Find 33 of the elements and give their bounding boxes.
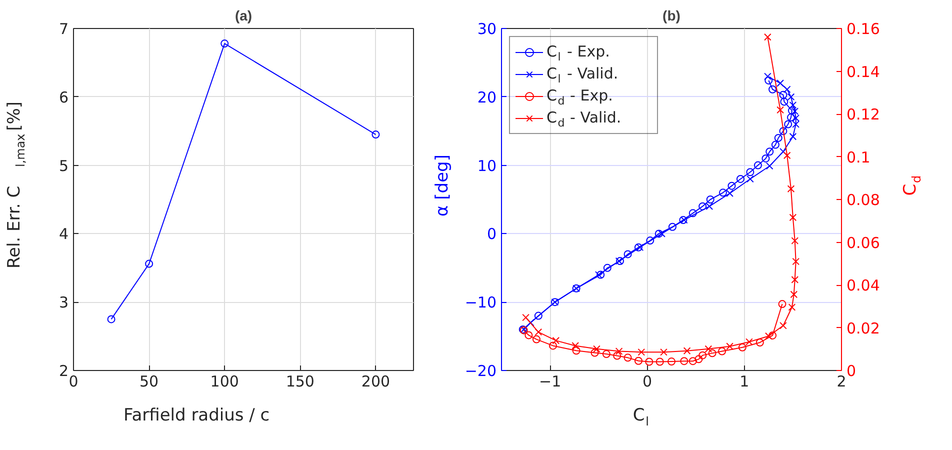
y-tick-label: 20 <box>477 88 497 106</box>
y-tick-label: 3 <box>58 294 69 312</box>
x-tick-label: 0 <box>642 372 652 390</box>
y2-tick-label: 0.04 <box>846 276 880 294</box>
x-tick-label: 150 <box>286 372 314 390</box>
y-tick-label: −10 <box>464 294 496 312</box>
y-tick-label: 6 <box>58 88 69 106</box>
y-tick-label: 30 <box>477 20 497 38</box>
y-tick-label: 4 <box>58 225 69 244</box>
y-tick-label: 5 <box>58 156 69 175</box>
x-tick-label: 100 <box>210 372 239 390</box>
y-tick-label: 10 <box>477 156 497 175</box>
y-axis-title: α [deg] <box>432 154 452 216</box>
y-tick-label: 7 <box>58 20 69 38</box>
chart-title: (a) <box>234 8 252 24</box>
y-axis-title: Rel. Err. Cl,max[%] <box>4 101 28 268</box>
x-tick-label: 200 <box>361 372 390 390</box>
y2-tick-label: 0.02 <box>846 319 880 338</box>
x-tick-label: 2 <box>836 372 846 390</box>
x-tick-label: −1 <box>539 372 562 390</box>
y2-tick-label: 0.08 <box>846 191 880 209</box>
x-tick-label: 1 <box>740 372 750 390</box>
y2-tick-label: 0.12 <box>846 106 880 124</box>
chart-title: (b) <box>662 8 680 24</box>
y2-tick-label: 0.1 <box>846 148 870 166</box>
y2-tick-label: 0.06 <box>846 234 880 252</box>
y2-tick-label: 0.14 <box>846 62 880 81</box>
y-tick-label: 0 <box>486 225 497 244</box>
y2-tick-label: 0.16 <box>846 20 880 38</box>
x-tick-label: 50 <box>140 372 159 390</box>
y2-axis-title: Cd <box>900 175 924 196</box>
y-tick-label: −20 <box>464 362 496 380</box>
x-axis-title: Farfield radius / c <box>123 406 270 426</box>
